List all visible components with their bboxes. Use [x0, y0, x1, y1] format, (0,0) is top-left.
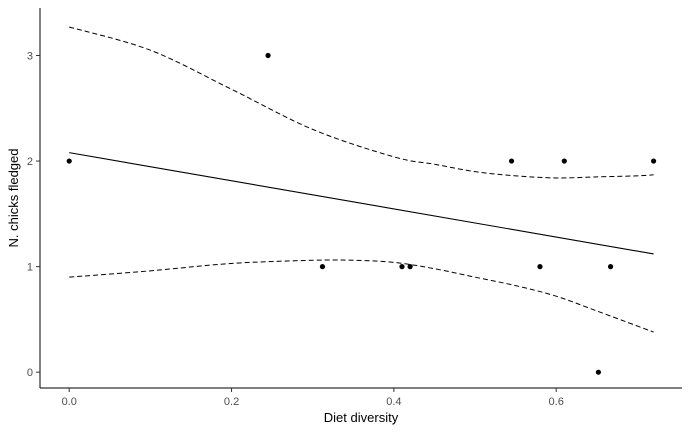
- ci-lower-line: [69, 259, 654, 333]
- y-axis-title: N. chicks fledged: [6, 149, 21, 248]
- data-point: [595, 369, 602, 375]
- y-tick-label: 0: [27, 367, 33, 379]
- y-tick-label: 2: [27, 156, 33, 168]
- x-tick-label: 0.0: [62, 396, 77, 408]
- x-axis-title: Diet diversity: [324, 410, 399, 425]
- axes: [39, 8, 682, 389]
- data-point: [66, 158, 72, 164]
- data-point: [508, 158, 515, 164]
- data-point: [319, 264, 326, 270]
- x-axis-ticks: 0.0 0.2 0.4 0.6: [62, 388, 564, 408]
- y-axis-ticks: 0 1 2 3: [27, 51, 40, 379]
- x-tick-label: 0.6: [549, 396, 564, 408]
- x-tick-label: 0.4: [386, 396, 401, 408]
- regression-line: [69, 152, 654, 255]
- y-tick-label: 1: [27, 262, 33, 274]
- data-point: [607, 264, 614, 270]
- data-point: [537, 264, 543, 270]
- data-point: [561, 158, 567, 164]
- x-tick-label: 0.2: [224, 396, 239, 408]
- data-point: [650, 158, 657, 164]
- data-point: [399, 264, 405, 270]
- data-point: [265, 52, 271, 59]
- data-point: [407, 264, 413, 270]
- y-tick-label: 3: [27, 51, 33, 63]
- plot-area: [66, 26, 657, 375]
- ci-upper-line: [69, 26, 654, 179]
